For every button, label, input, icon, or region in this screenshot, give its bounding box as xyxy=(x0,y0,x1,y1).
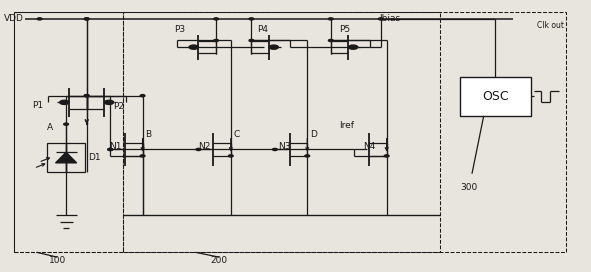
Circle shape xyxy=(269,45,278,49)
Circle shape xyxy=(349,45,358,49)
Text: C: C xyxy=(233,130,240,139)
Circle shape xyxy=(384,155,389,157)
Text: D: D xyxy=(310,130,317,139)
Text: N1: N1 xyxy=(109,142,122,151)
Bar xyxy=(47,143,85,172)
Text: N4: N4 xyxy=(363,142,375,151)
Text: 100: 100 xyxy=(48,256,66,265)
Text: B: B xyxy=(145,130,152,139)
Circle shape xyxy=(214,39,219,42)
Bar xyxy=(123,12,440,252)
Text: Iref: Iref xyxy=(340,121,355,130)
Circle shape xyxy=(272,149,277,150)
Circle shape xyxy=(108,149,112,150)
Circle shape xyxy=(64,123,69,125)
Circle shape xyxy=(189,45,199,49)
Text: Ibias: Ibias xyxy=(379,14,401,23)
Text: N2: N2 xyxy=(198,142,210,151)
Polygon shape xyxy=(56,152,77,163)
Circle shape xyxy=(140,155,145,157)
Bar xyxy=(14,12,123,252)
Text: P1: P1 xyxy=(32,101,43,110)
Text: P4: P4 xyxy=(257,25,268,34)
Circle shape xyxy=(249,18,254,20)
Circle shape xyxy=(85,18,89,20)
Circle shape xyxy=(229,155,233,157)
Circle shape xyxy=(196,149,201,150)
Text: D1: D1 xyxy=(88,153,101,162)
Circle shape xyxy=(378,18,383,20)
Circle shape xyxy=(329,18,333,20)
Text: 300: 300 xyxy=(460,183,478,192)
Circle shape xyxy=(105,100,113,104)
Circle shape xyxy=(85,18,89,20)
Text: OSC: OSC xyxy=(482,90,509,103)
Text: P5: P5 xyxy=(340,25,350,34)
Circle shape xyxy=(249,39,254,42)
Bar xyxy=(14,12,566,252)
Text: A: A xyxy=(47,123,53,132)
Text: VDD: VDD xyxy=(4,14,24,23)
Text: 200: 200 xyxy=(210,256,228,265)
Circle shape xyxy=(305,155,310,157)
Text: Clk out: Clk out xyxy=(537,21,564,30)
Circle shape xyxy=(85,95,89,97)
Circle shape xyxy=(60,100,69,104)
Text: P2: P2 xyxy=(113,102,124,111)
Circle shape xyxy=(329,39,333,42)
Text: P3: P3 xyxy=(174,25,185,34)
Circle shape xyxy=(214,18,219,20)
Circle shape xyxy=(140,95,145,97)
Text: N3: N3 xyxy=(278,142,290,151)
Circle shape xyxy=(37,18,42,20)
Circle shape xyxy=(108,149,112,150)
Bar xyxy=(460,77,531,116)
Circle shape xyxy=(85,95,89,97)
